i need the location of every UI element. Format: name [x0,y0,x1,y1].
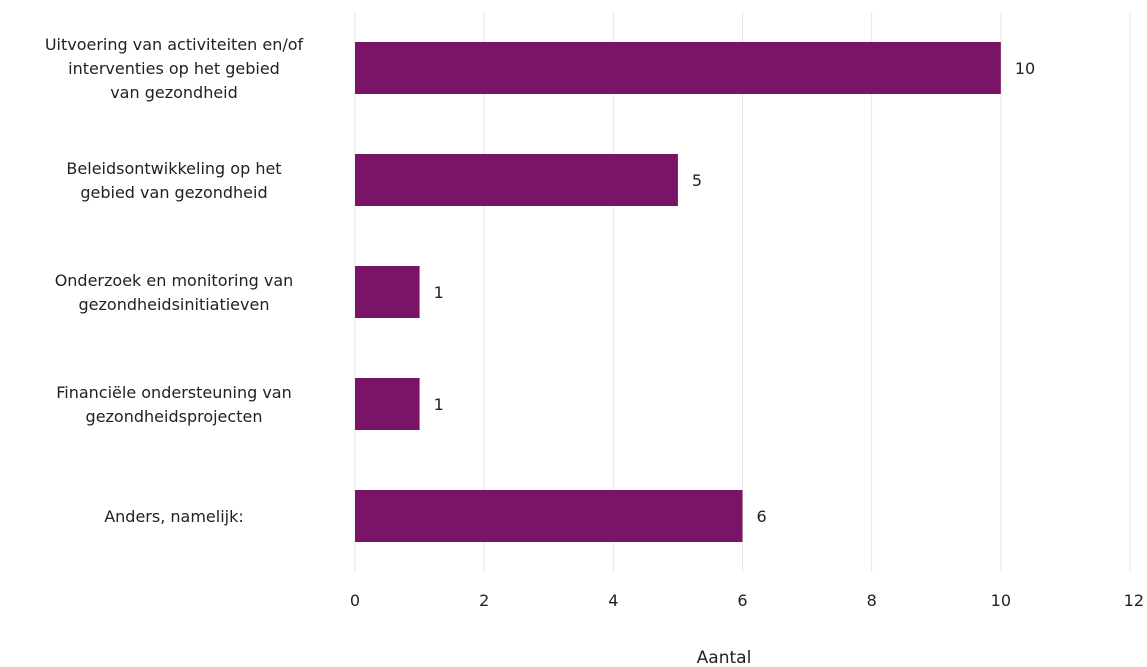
data-label: 1 [434,283,444,302]
bar [355,266,420,318]
bars [355,42,1001,542]
data-labels: 10 5 1 1 6 [434,59,1036,526]
bar [355,154,678,206]
category-labels: Uitvoering van activiteiten en/of interve… [45,35,304,526]
data-label: 10 [1015,59,1035,78]
category-label: Onderzoek en monitoring van gezondheidsin… [55,271,294,314]
x-tick-label: 2 [479,591,489,610]
category-label: Uitvoering van activiteiten en/of interve… [45,35,304,102]
category-label: Financiële ondersteuning van gezondheidsp… [56,383,292,426]
bar [355,378,420,430]
x-axis-ticks: 0 2 4 6 8 10 12 [350,591,1144,610]
category-label: Anders, namelijk: [104,507,244,526]
gridlines [354,12,1131,572]
data-label: 5 [692,171,702,190]
data-label: 1 [434,395,444,414]
x-tick-label: 10 [991,591,1011,610]
data-label: 6 [757,507,767,526]
x-tick-label: 12 [1124,591,1144,610]
x-tick-label: 0 [350,591,360,610]
x-tick-label: 6 [737,591,747,610]
x-tick-label: 8 [867,591,877,610]
category-label: Beleidsontwikkeling op het gebied van gez… [66,159,281,202]
x-tick-label: 4 [608,591,618,610]
bar [355,42,1001,94]
bar [355,490,743,542]
x-axis-title: Aantal [697,648,752,667]
